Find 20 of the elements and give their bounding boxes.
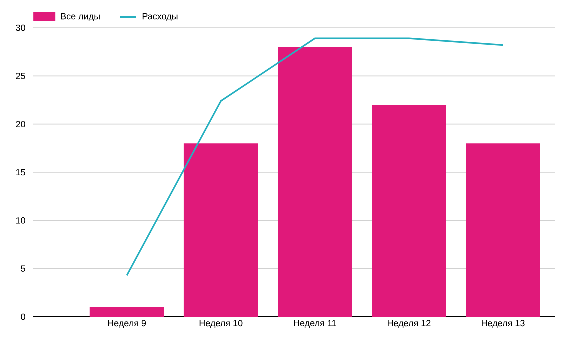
bar — [90, 307, 164, 317]
bar — [278, 47, 352, 317]
legend-label: Расходы — [142, 13, 178, 22]
bar — [184, 144, 258, 317]
x-tick-label: Неделя 11 — [294, 320, 336, 328]
line-series — [126, 38, 504, 276]
y-tick-label: 5 — [21, 266, 26, 272]
x-tick-label: Неделя 13 — [482, 320, 525, 328]
y-tick-label: 10 — [16, 217, 26, 224]
y-tick-label: 15 — [16, 169, 26, 176]
x-tick-label: Неделя 12 — [388, 320, 431, 328]
legend-label: Все лиды — [61, 13, 100, 22]
x-tick-label: Неделя 9 — [108, 320, 146, 328]
bar — [372, 105, 446, 317]
y-tick-label: 20 — [16, 121, 26, 128]
y-tick-label: 30 — [16, 24, 26, 32]
bar — [466, 144, 540, 317]
y-tick-label: 0 — [21, 314, 26, 320]
y-tick-label: 25 — [16, 72, 26, 80]
x-tick-label: Неделя 10 — [200, 320, 243, 328]
